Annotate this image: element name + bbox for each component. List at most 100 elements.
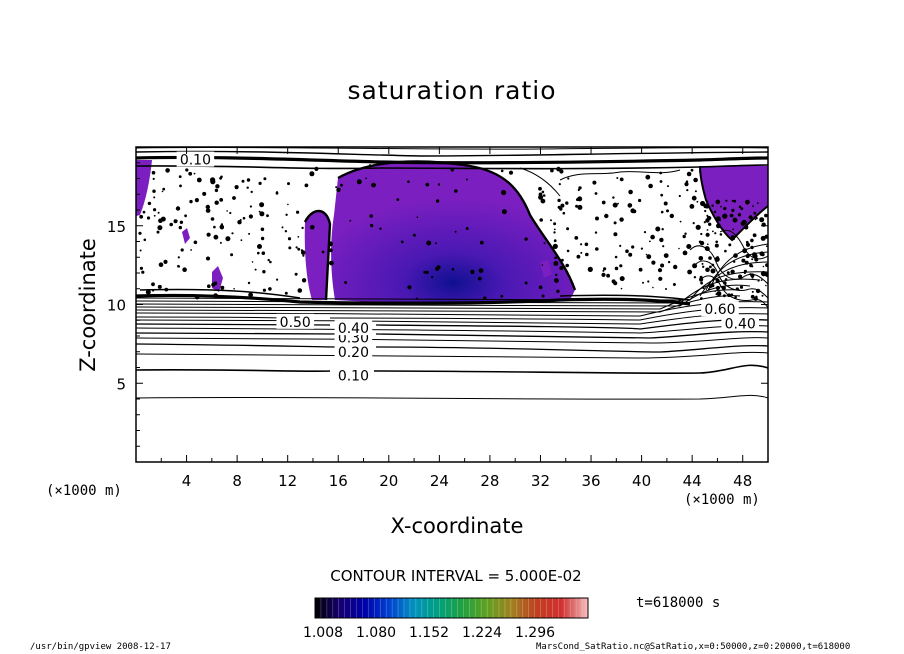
cloud-speckle [147,201,152,206]
contour-line-0-15 [136,351,768,359]
cloud-speckle [538,285,543,290]
cloud-speckle [701,262,704,265]
cloud-speckle [712,230,714,233]
cloud-speckle [248,232,251,235]
cloud-speckle [616,177,619,179]
cloud-speckle [686,171,692,177]
cloud-speckle [314,166,319,171]
cloud-speckle [177,256,180,259]
cloud-speckle [565,263,569,268]
cloud-speckle [630,208,636,214]
cloud-speckle [764,272,768,277]
cloud-speckle [565,201,569,205]
cloud-speckle [179,184,182,188]
cloud-speckle [234,185,239,190]
contour-line-0-25 [136,337,768,344]
cloud-speckle [691,195,697,201]
cloud-speckle [304,183,309,188]
contour-label: 0.10 [338,368,369,384]
cloud-speckle [592,180,597,185]
cloud-speckle [538,186,542,191]
cloud-speckle [700,297,703,300]
cloud-speckle [669,213,674,219]
cloud-speckle [157,284,162,289]
cloud-speckle [297,247,301,251]
cloud-speckle [737,213,742,217]
cloud-speckle [269,260,272,264]
cloud-speckle [213,234,219,240]
cloud-speckle [379,227,382,230]
colorbar-tick-label: 1.152 [409,625,449,641]
cloud-speckle [700,232,703,236]
y-axis: 5 10 15 [107,162,768,447]
cloud-speckle [162,187,166,191]
cloud-speckle [180,248,184,252]
cloud-speckle [215,184,220,189]
cloud-speckle [300,249,304,252]
cloud-speckle [194,198,199,203]
supersaturated-region-left-edge [136,160,152,216]
cloud-speckle [645,174,651,180]
colorbar-fill [315,598,588,618]
cloud-speckle [257,244,262,249]
contour-label-bg [701,301,739,317]
cloud-speckle [704,209,707,213]
cloud-speckle [175,219,178,222]
supersaturated-region-center [331,161,575,304]
cloud-speckle [229,211,232,215]
cloud-speckle [740,207,744,211]
cloud-speckle [755,288,761,294]
cloud-speckle [543,242,546,245]
cloud-speckle [742,248,747,254]
cloud-speckle [748,215,753,220]
x-tick-label: 32 [531,472,550,490]
cloud-speckle [344,281,348,284]
cloud-speckle [749,273,752,276]
cloud-speckle [730,293,734,297]
cloud-speckle [281,226,284,229]
cloud-speckle [663,253,669,258]
colorbar-tick-labels: 1.008 1.080 1.152 1.224 1.296 [303,625,555,641]
cloud-speckle [190,249,193,251]
contour-line-0-75 [136,278,761,304]
cloud-speckle [309,171,315,177]
cloud-speckle [142,210,146,214]
cloud-edge-right [699,165,768,242]
cloud-speckle [175,206,181,211]
cloud-speckle [750,238,754,243]
cloud-speckle [435,242,437,245]
cloud-speckle [287,237,292,241]
cloud-speckle [719,233,723,236]
cloud-speckle [295,246,298,249]
cloud-speckle [297,236,300,238]
cloud-speckle [602,269,605,272]
cloud-speckle [210,217,215,221]
cloud-speckle [761,294,764,297]
cloud-speckle [725,199,728,202]
top-contour-2 [136,150,768,157]
cloud-speckle [659,171,663,175]
cloud-speckle [206,256,210,261]
cloud-speckle [301,226,304,230]
cloud-speckle [435,199,440,203]
cloud-speckle [699,170,701,173]
cloud-speckle [164,287,169,292]
cloud-speckle [415,297,418,300]
x-tick-label: 12 [278,472,297,490]
cloud-speckle [262,288,266,292]
cloud-speckle [556,289,560,293]
x-unit-label-left: (×1000 m) [46,483,122,499]
cloud-speckle [241,179,245,183]
cloud-speckle [638,267,643,272]
cloud-speckle [230,253,234,257]
cloud-speckle [706,229,709,231]
cloud-speckle [450,168,454,172]
cloud-speckle [631,245,635,249]
cloud-speckle [226,210,228,212]
cloud-speckle [692,263,698,269]
cloud-speckle [560,203,565,208]
cloud-speckle [454,189,458,193]
cloud-speckle [205,204,210,210]
cloud-speckle [715,240,718,244]
cloud-speckle [714,290,716,293]
